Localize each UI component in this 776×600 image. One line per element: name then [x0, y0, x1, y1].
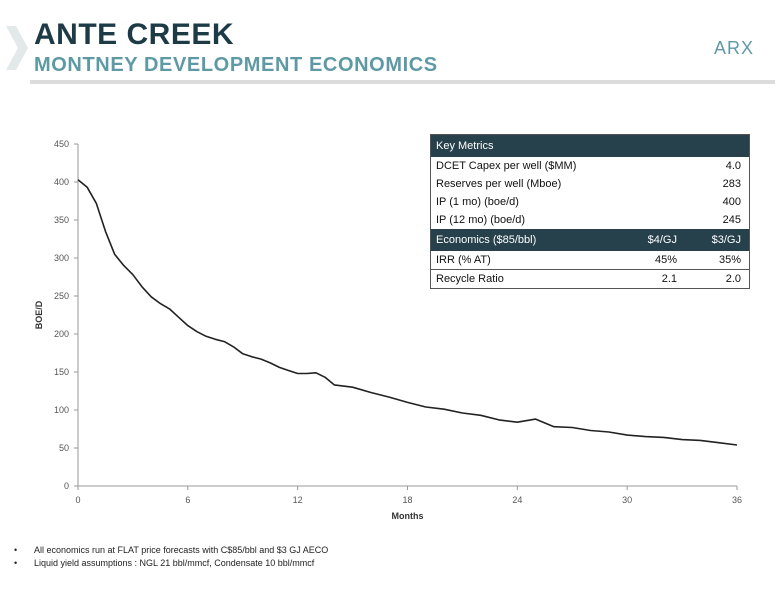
- x-tick-label: 12: [293, 495, 303, 505]
- footnote-text: All economics run at FLAT price forecast…: [34, 545, 329, 555]
- economics-title: Economics ($85/bbl): [430, 229, 602, 251]
- y-tick-label: 150: [54, 367, 69, 377]
- x-tick-label: 6: [185, 495, 190, 505]
- y-tick-label: 300: [54, 253, 69, 263]
- y-tick-label: 350: [54, 215, 69, 225]
- metrics-row: DCET Capex per well ($MM) 4.0: [431, 157, 750, 175]
- economics-header-row: Economics ($85/bbl) $4/GJ $3/GJ: [430, 229, 750, 251]
- y-tick-label: 0: [64, 481, 69, 491]
- y-tick-label: 50: [59, 443, 69, 453]
- economics-label: IRR (% AT): [436, 254, 491, 266]
- x-tick-label: 0: [75, 495, 80, 505]
- y-tick-label: 200: [54, 329, 69, 339]
- x-axis-label: Months: [392, 511, 424, 521]
- economics-row: IRR (% AT) 45% 35%: [431, 251, 750, 270]
- y-tick-label: 100: [54, 405, 69, 415]
- economics-label: Recycle Ratio: [430, 269, 602, 289]
- footnote-item: • All economics run at FLAT price foreca…: [14, 544, 328, 557]
- footnote-text: Liquid yield assumptions : NGL 21 bbl/mm…: [34, 558, 315, 568]
- y-tick-label: 450: [54, 139, 69, 149]
- metrics-row: IP (12 mo) (boe/d) 245: [431, 211, 750, 229]
- chart-series: [77, 179, 738, 446]
- company-logo: ARX: [713, 38, 754, 58]
- metric-label: DCET Capex per well ($MM): [436, 160, 577, 172]
- metric-label: IP (1 mo) (boe/d): [436, 196, 519, 208]
- bullet-icon: •: [14, 545, 18, 555]
- footnotes: • All economics run at FLAT price foreca…: [14, 544, 328, 570]
- metric-value: 245: [722, 214, 741, 226]
- economics-value: 35%: [718, 254, 741, 266]
- bullet-icon: •: [14, 558, 18, 568]
- header-divider: [30, 80, 775, 84]
- y-axis-label: BOE/D: [34, 300, 44, 329]
- page-title: ANTE CREEK: [34, 18, 235, 51]
- key-metrics-header-row: Key Metrics: [430, 134, 750, 157]
- y-tick-label: 250: [54, 291, 69, 301]
- chevron-icon: [6, 26, 28, 70]
- economics-value: 2.0: [691, 269, 750, 289]
- y-tick-label: 400: [54, 177, 69, 187]
- metric-value: 400: [722, 196, 741, 208]
- x-tick-label: 24: [512, 495, 522, 505]
- metric-value: 4.0: [725, 160, 741, 172]
- decline-curve-chart: 0 50 100 150 200 250 300 350 400 450 0 6 12 18 24 30 36…: [34, 139, 742, 521]
- x-tick-label: 30: [622, 495, 632, 505]
- key-metrics-table: Key Metrics DCET Capex per well ($MM) 4.…: [430, 134, 750, 289]
- production-decline-line: [77, 179, 738, 446]
- economics-row: Recycle Ratio 2.1 2.0: [430, 269, 750, 289]
- metric-label: Reserves per well (Mboe): [436, 178, 562, 190]
- economics-col-header: $4/GJ: [602, 229, 691, 251]
- x-tick-label: 18: [402, 495, 412, 505]
- footnote-item: • Liquid yield assumptions : NGL 21 bbl/…: [14, 557, 328, 570]
- x-tick-label: 36: [732, 495, 742, 505]
- metric-label: IP (12 mo) (boe/d): [436, 214, 526, 226]
- y-axis-ticks: 0 50 100 150 200 250 300 350 400 450: [54, 139, 78, 491]
- economics-value: 45%: [654, 254, 677, 266]
- x-axis-ticks: 0 6 12 18 24 30 36: [75, 486, 742, 505]
- economics-value: 2.1: [602, 269, 691, 289]
- metrics-row: IP (1 mo) (boe/d) 400: [431, 193, 750, 211]
- economics-col-header: $3/GJ: [691, 229, 750, 251]
- metrics-row: Reserves per well (Mboe) 283: [431, 175, 750, 193]
- metric-value: 283: [722, 178, 741, 190]
- page-subtitle: MONTNEY DEVELOPMENT ECONOMICS: [34, 54, 438, 76]
- key-metrics-title: Key Metrics: [430, 134, 750, 157]
